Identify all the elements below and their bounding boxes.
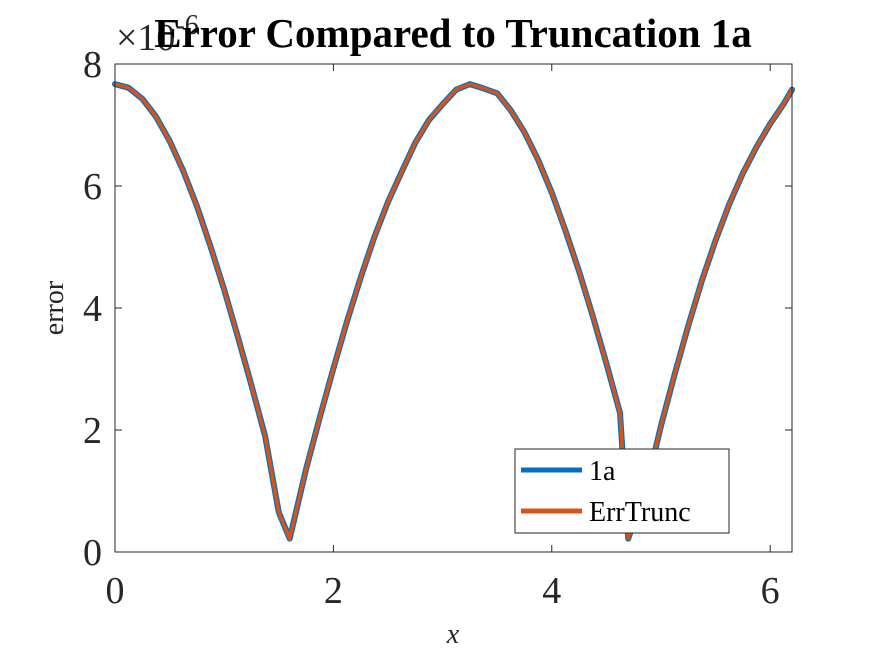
series-layer: [112, 81, 795, 542]
legend-label-errtrunc: ErrTrunc: [589, 497, 691, 528]
y-tick-label: 4: [83, 288, 102, 330]
series-line-errtrunc: [113, 82, 794, 541]
y-axis-label: error: [39, 280, 70, 335]
x-axis-label: x: [446, 619, 460, 650]
y-tick-label: 6: [83, 166, 102, 208]
chart-title: Error Compared to Truncation 1a: [154, 10, 752, 56]
y-exponent-label: ×10-6: [116, 10, 199, 59]
axes-box: [114, 63, 793, 553]
x-tick-label: 6: [761, 570, 780, 612]
y-tick-label: 8: [83, 44, 102, 86]
legend: 1a ErrTrunc: [514, 448, 730, 534]
tick-labels: 0 2 4 6 0 2 4 6 8: [83, 44, 780, 612]
x-tick-label: 2: [324, 570, 343, 612]
legend-label-1a: 1a: [589, 456, 616, 487]
y-tick-label: 2: [83, 410, 102, 452]
y-tick-label: 0: [83, 532, 102, 574]
legend-box: [514, 448, 730, 534]
x-tick-label: 4: [542, 570, 561, 612]
x-tick-label: 0: [106, 570, 125, 612]
